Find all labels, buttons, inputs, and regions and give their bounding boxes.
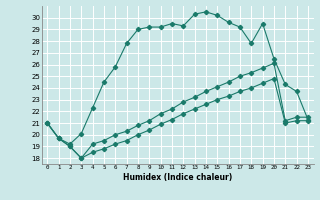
X-axis label: Humidex (Indice chaleur): Humidex (Indice chaleur) [123,173,232,182]
